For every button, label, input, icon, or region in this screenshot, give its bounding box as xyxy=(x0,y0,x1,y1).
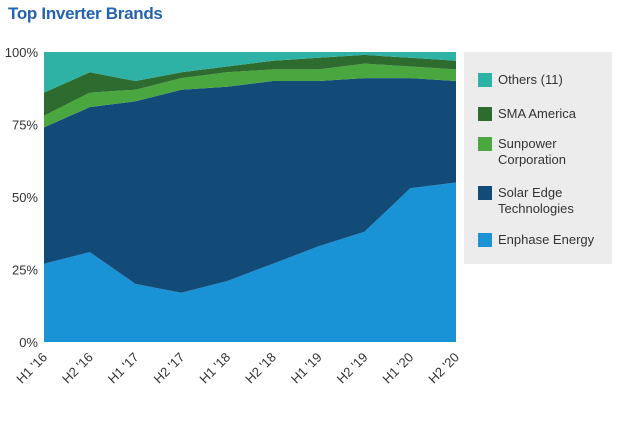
legend-swatch xyxy=(478,233,492,247)
legend-label: Solar Edge Technologies xyxy=(498,185,574,216)
y-axis-ticks: 0% 25% 50% 75% 100% xyxy=(5,45,39,350)
legend-swatch xyxy=(478,137,492,151)
x-tick-label: H1 '17 xyxy=(105,350,142,387)
legend-swatch xyxy=(478,186,492,200)
area-enphase-energy xyxy=(44,182,456,342)
legend-label: Sunpower Corporation xyxy=(498,136,566,167)
legend-label: Enphase Energy xyxy=(498,232,595,247)
x-tick-label: H2 '16 xyxy=(59,350,96,387)
legend-item: SMA America xyxy=(478,106,608,122)
y-tick-label: 75% xyxy=(12,118,38,133)
area-sma-america xyxy=(44,54,456,116)
chart-legend: Others (11) SMA America Sunpower Corporati… xyxy=(464,52,612,264)
legend-label: SMA America xyxy=(498,106,577,121)
y-tick-label: 25% xyxy=(12,263,38,278)
y-tick-label: 100% xyxy=(5,45,39,60)
x-tick-label: H1 '20 xyxy=(379,350,416,387)
y-tick-label: 50% xyxy=(12,190,38,205)
y-tick-label: 0% xyxy=(19,335,38,350)
x-tick-label: H2 '20 xyxy=(425,350,462,387)
chart-title: Top Inverter Brands xyxy=(8,4,163,23)
x-tick-label: H2 '17 xyxy=(151,350,188,387)
legend-item: Enphase Energy xyxy=(478,232,608,248)
area-others-11 xyxy=(44,52,456,93)
x-tick-label: H1 '16 xyxy=(13,350,50,387)
legend-swatch xyxy=(478,73,492,87)
legend-item: Others (11) xyxy=(478,72,608,88)
x-axis-ticks: H1 '16 H2 '16 H1 '17 H2 '17 H1 '18 H2 '18 H1 '… xyxy=(13,350,462,387)
chart-areas xyxy=(44,52,456,342)
x-tick-label: H2 '19 xyxy=(334,350,371,387)
x-tick-label: H1 '19 xyxy=(288,350,325,387)
legend-swatch xyxy=(478,107,492,121)
area-solar-edge-technologies xyxy=(44,78,456,293)
legend-item: Solar Edge Technologies xyxy=(478,185,608,217)
area-sunpower-corporation xyxy=(44,63,456,128)
x-tick-label: H1 '18 xyxy=(196,350,233,387)
legend-label: Others (11) xyxy=(498,72,563,87)
legend-item: Sunpower Corporation xyxy=(478,136,608,168)
x-tick-label: H2 '18 xyxy=(242,350,279,387)
